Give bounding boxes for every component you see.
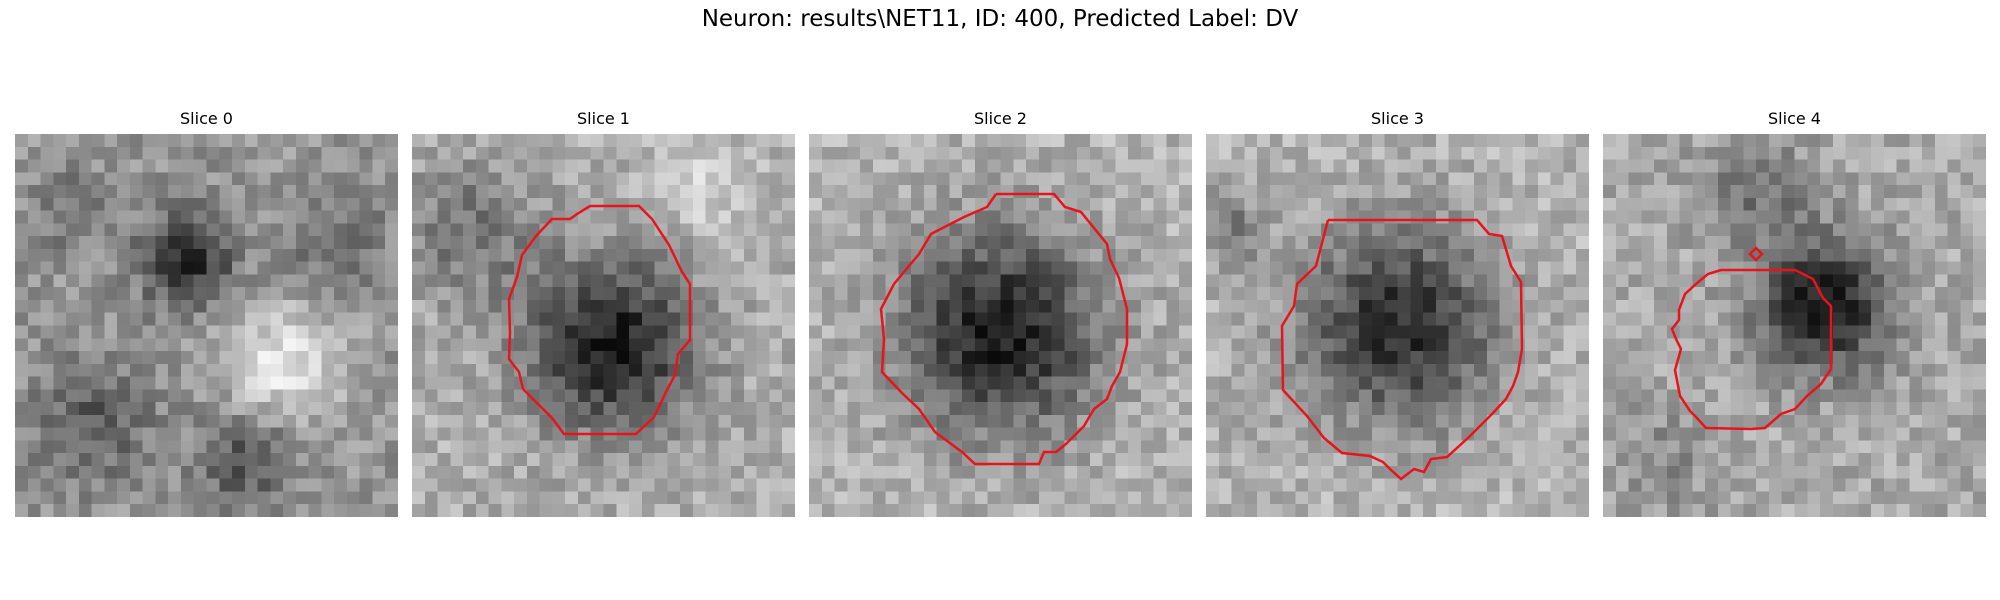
neuron-contour-overlay bbox=[507, 204, 692, 436]
neuron-contour-overlay bbox=[1670, 246, 1833, 431]
slice-title: Slice 0 bbox=[180, 109, 233, 128]
neuron-contour bbox=[507, 204, 692, 436]
neuron-contour-marker bbox=[1748, 246, 1764, 262]
slice-image bbox=[1603, 134, 1986, 517]
grayscale-slice-image bbox=[1603, 134, 1986, 517]
slice-title: Slice 2 bbox=[974, 109, 1027, 128]
grayscale-slice-image bbox=[412, 134, 795, 517]
slice-panel-3: Slice 3 bbox=[1206, 108, 1589, 517]
slice-panel-1: Slice 1 bbox=[412, 108, 795, 517]
grayscale-slice-image bbox=[1206, 134, 1589, 517]
neuron-contour-overlay bbox=[1280, 218, 1524, 481]
slice-image bbox=[1206, 134, 1589, 517]
neuron-contour bbox=[1280, 218, 1524, 481]
slice-title: Slice 3 bbox=[1371, 109, 1424, 128]
slice-image bbox=[412, 134, 795, 517]
grayscale-slice-image bbox=[15, 134, 398, 517]
neuron-contour bbox=[1670, 268, 1833, 431]
slice-panel-4: Slice 4 bbox=[1603, 108, 1986, 517]
slice-title: Slice 1 bbox=[577, 109, 630, 128]
slice-panel-2: Slice 2 bbox=[809, 108, 1192, 517]
slice-panel-0: Slice 0 bbox=[15, 108, 398, 517]
slice-title: Slice 4 bbox=[1768, 109, 1821, 128]
slice-image bbox=[15, 134, 398, 517]
neuron-contour bbox=[879, 192, 1129, 466]
slice-image bbox=[809, 134, 1192, 517]
figure-title: Neuron: results\NET11, ID: 400, Predicte… bbox=[701, 6, 1299, 32]
neuron-contour-overlay bbox=[879, 192, 1129, 466]
